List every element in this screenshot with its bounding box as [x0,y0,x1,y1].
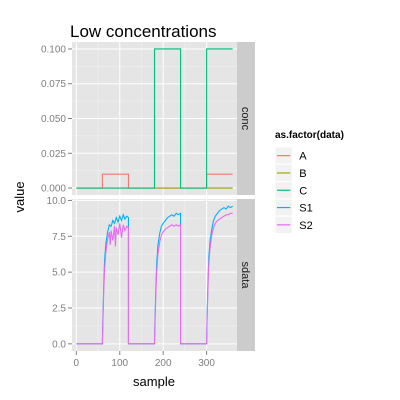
legend-title: as.factor(data) [275,130,344,141]
x-tick-label: 200 [155,358,172,369]
legend-item-S2: S2 [274,215,313,234]
y-tick-label: 10.0 [47,196,67,207]
y-tick-label: 0.075 [41,79,66,90]
x-tick-label: 0 [74,358,80,369]
legend: as.factor(data) ABC S1 S2 [274,130,344,234]
facet-strip [237,42,255,195]
legend-label: S1 [299,203,312,215]
facet-strip-label: sdata [239,262,251,290]
legend-item-B: B [274,163,307,183]
x-axis: 0 100 200 300 [74,351,215,369]
legend-item-A: A [274,146,307,165]
legend-item-S1: S1 [274,198,313,217]
series-line-C [76,48,233,189]
y-tick-label: 7.5 [52,232,66,243]
legend-items: ABC S1 S2 [274,146,313,234]
facet-strip-label: conc [239,107,251,131]
legend-item-C: C [274,181,307,200]
series-line-S1 [76,205,233,345]
facet-panels: 0.000 0.025 0.050 0.075 0.100 conc 0.0 2.5 5.0 7.… [41,42,255,351]
x-tick-label: 300 [198,358,215,369]
facet-panel-conc: 0.000 0.025 0.050 0.075 0.100 conc [41,42,255,195]
y-tick-label: 0.050 [41,114,66,125]
y-tick-label: 0.025 [41,149,66,160]
y-tick-label: 2.5 [52,303,66,314]
legend-label: A [299,151,307,163]
y-axis-title: value [12,181,27,212]
y-tick-label: 0.0 [52,339,66,350]
y-tick-label: 5.0 [52,268,66,279]
x-tick-label: 100 [111,358,128,369]
facet-strip [237,199,255,351]
y-tick-label: 0.100 [41,44,66,55]
facet-panel-sdata: 0.0 2.5 5.0 7.5 10.0 sdata [47,196,255,351]
series-line-S2 [76,212,233,345]
y-tick-label: 0.000 [41,184,66,195]
legend-label: S2 [299,220,312,232]
legend-label: C [299,185,307,197]
legend-label: B [299,168,306,180]
x-axis-title: sample [133,374,175,389]
chart-title: Low concentrations [70,22,216,41]
